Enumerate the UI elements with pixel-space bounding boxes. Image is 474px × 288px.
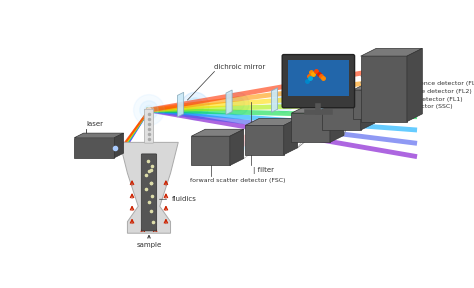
Point [147,181,155,186]
Text: fluorescence detector (FL3): fluorescence detector (FL3) [395,81,474,86]
Text: fluidics: fluidics [159,196,197,202]
Polygon shape [330,106,344,142]
Polygon shape [407,48,422,122]
Circle shape [145,105,154,115]
FancyBboxPatch shape [288,60,349,96]
Text: fluorescence detector (FL2): fluorescence detector (FL2) [385,89,472,94]
Point [142,186,150,191]
Circle shape [280,126,295,142]
Polygon shape [284,122,292,146]
Polygon shape [177,92,183,117]
Circle shape [319,114,334,129]
Polygon shape [120,142,178,233]
Circle shape [226,92,249,115]
Circle shape [230,138,245,153]
Text: | filter: | filter [253,167,274,174]
Polygon shape [226,90,232,115]
Polygon shape [292,113,330,142]
Text: sample: sample [137,242,162,249]
Point [147,180,155,185]
Circle shape [140,101,158,119]
Polygon shape [322,109,330,134]
Polygon shape [245,125,284,155]
Polygon shape [322,101,361,130]
Polygon shape [74,133,124,138]
FancyBboxPatch shape [145,109,154,143]
Polygon shape [230,134,245,157]
Text: dichroic mirror: dichroic mirror [214,64,266,70]
Circle shape [278,96,290,108]
Text: forward scatter detector (FSC): forward scatter detector (FSC) [190,178,285,183]
Point [147,209,155,213]
Polygon shape [230,129,244,166]
Polygon shape [353,90,392,119]
Polygon shape [191,129,244,136]
Point [142,173,150,177]
Point [147,168,155,173]
Polygon shape [392,83,405,119]
Circle shape [182,92,209,120]
Text: side scatter detector (SSC): side scatter detector (SSC) [368,105,453,109]
Point [145,168,152,173]
FancyBboxPatch shape [282,55,355,108]
FancyBboxPatch shape [141,154,157,231]
Polygon shape [272,88,278,112]
Point [144,158,152,163]
Polygon shape [191,136,230,166]
Point [145,200,153,204]
Polygon shape [322,94,374,101]
Polygon shape [74,138,114,158]
Circle shape [187,98,203,115]
Circle shape [146,108,151,112]
Polygon shape [292,106,344,113]
Polygon shape [319,85,325,110]
Text: laser: laser [86,121,103,127]
Polygon shape [353,83,405,90]
Text: fluorescence detector (FL1): fluorescence detector (FL1) [376,97,463,102]
Circle shape [349,102,365,118]
Circle shape [231,97,245,111]
Polygon shape [353,99,361,121]
Polygon shape [245,118,298,125]
Polygon shape [361,48,422,56]
Point [148,194,155,198]
Polygon shape [284,118,298,155]
Polygon shape [361,94,374,130]
Circle shape [273,92,294,112]
Polygon shape [114,133,124,158]
Point [148,164,156,168]
Polygon shape [361,56,407,122]
Circle shape [134,95,164,125]
Point [149,220,156,224]
